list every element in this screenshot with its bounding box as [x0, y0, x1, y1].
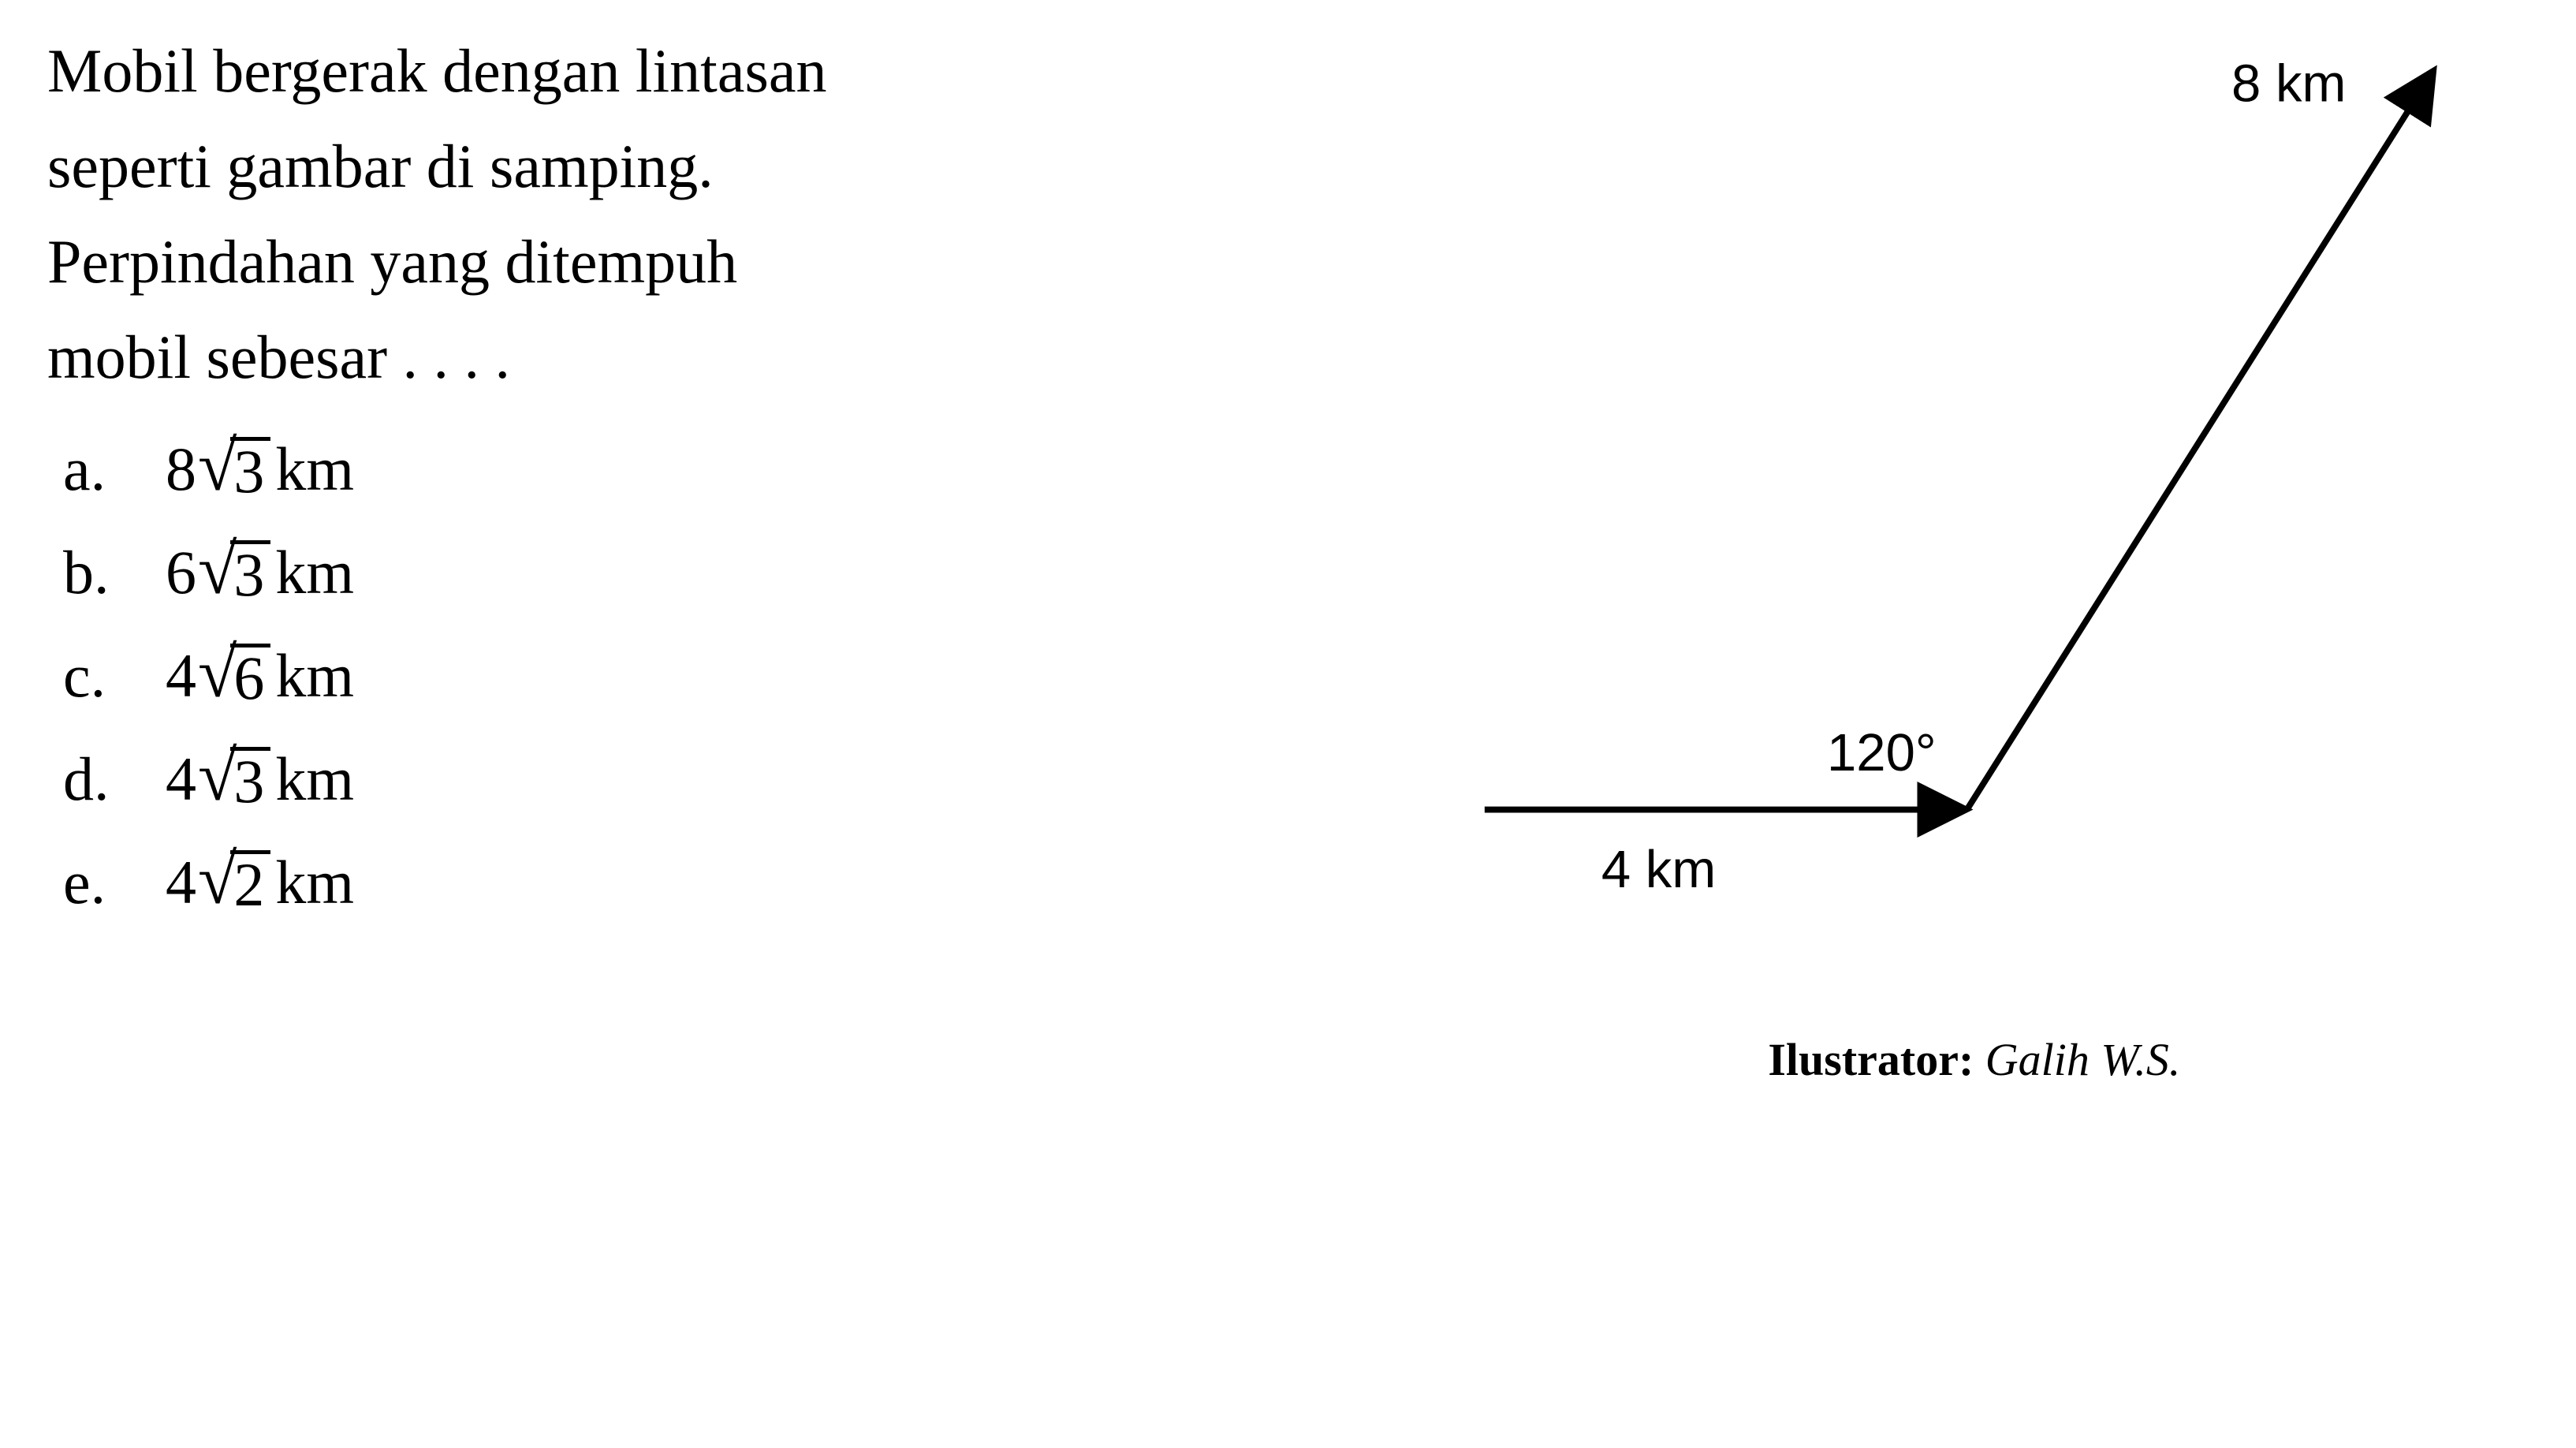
sqrt-icon: √ 2	[198, 850, 270, 916]
option-coeff: 4	[166, 852, 196, 913]
radical-sign: √	[198, 442, 237, 491]
option-coeff: 4	[166, 645, 196, 707]
option-value: 6 √ 3 km	[166, 540, 354, 606]
option-value: 4 √ 3 km	[166, 747, 354, 812]
sqrt-icon: √ 3	[198, 747, 270, 812]
sqrt-icon: √ 3	[198, 437, 270, 502]
option-c: c. 4 √ 6 km	[63, 644, 1405, 709]
option-coeff: 6	[166, 542, 196, 603]
question-text: Mobil bergerak dengan lintasan seperti g…	[47, 24, 1405, 405]
question-line-4: mobil sebesar . . . .	[47, 310, 1405, 405]
question-line-1: Mobil bergerak dengan lintasan	[47, 24, 1405, 119]
illustrator-label: Ilustrator:	[1768, 1034, 1985, 1085]
option-letter: b.	[63, 542, 166, 603]
vector-diagram: 8 km 4 km 120°	[1437, 24, 2529, 1424]
radical-sign: √	[198, 545, 237, 595]
option-coeff: 4	[166, 748, 196, 810]
option-d: d. 4 √ 3 km	[63, 747, 1405, 812]
option-unit: km	[275, 852, 354, 913]
option-unit: km	[275, 542, 354, 603]
question-line-3: Perpindahan yang ditempuh	[47, 215, 1405, 310]
radical-sign: √	[198, 752, 237, 801]
svg-text:4 km: 4 km	[1601, 840, 1716, 899]
option-letter: e.	[63, 852, 166, 913]
option-letter: d.	[63, 748, 166, 810]
radical-sign: √	[198, 855, 237, 905]
question-line-2: seperti gambar di samping.	[47, 119, 1405, 215]
option-coeff: 8	[166, 439, 196, 500]
radical-sign: √	[198, 648, 237, 698]
illustrator-name: Galih W.S.	[1985, 1034, 2181, 1085]
option-letter: a.	[63, 439, 166, 500]
sqrt-icon: √ 3	[198, 540, 270, 606]
option-value: 4 √ 2 km	[166, 850, 354, 916]
option-a: a. 8 √ 3 km	[63, 437, 1405, 502]
option-b: b. 6 √ 3 km	[63, 540, 1405, 606]
diagram-column: 8 km 4 km 120° Ilustrator: Galih W.S.	[1437, 24, 2529, 1424]
question-column: Mobil bergerak dengan lintasan seperti g…	[47, 24, 1437, 1424]
option-unit: km	[275, 748, 354, 810]
option-letter: c.	[63, 645, 166, 707]
option-value: 8 √ 3 km	[166, 437, 354, 502]
illustrator-credit: Ilustrator: Galih W.S.	[1768, 1033, 2180, 1086]
option-value: 4 √ 6 km	[166, 644, 354, 709]
option-unit: km	[275, 645, 354, 707]
option-e: e. 4 √ 2 km	[63, 850, 1405, 916]
sqrt-icon: √ 6	[198, 644, 270, 709]
option-unit: km	[275, 439, 354, 500]
svg-text:8 km: 8 km	[2231, 54, 2346, 114]
svg-text:120°: 120°	[1827, 723, 1937, 782]
options-list: a. 8 √ 3 km b. 6 √ 3	[47, 437, 1405, 916]
